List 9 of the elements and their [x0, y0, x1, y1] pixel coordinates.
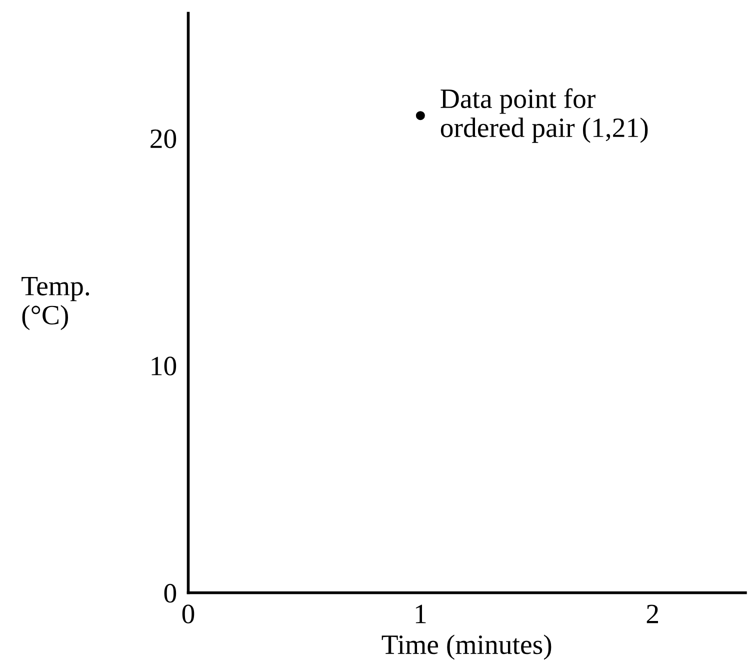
x-tick-label: 0 — [182, 604, 194, 624]
y-tick-label: 0 — [164, 584, 176, 603]
x-tick-label: 2 — [646, 604, 658, 624]
x-axis-title: Time (minutes) — [382, 634, 552, 660]
y-tick-label: 10 — [152, 356, 176, 376]
y-tick-label: 20 — [150, 129, 176, 148]
y-axis-title: Temp. (°C) — [22, 276, 90, 330]
x-tick-label: 1 — [416, 604, 426, 624]
annotation: Data point for ordered pair (1,21) — [440, 88, 648, 143]
